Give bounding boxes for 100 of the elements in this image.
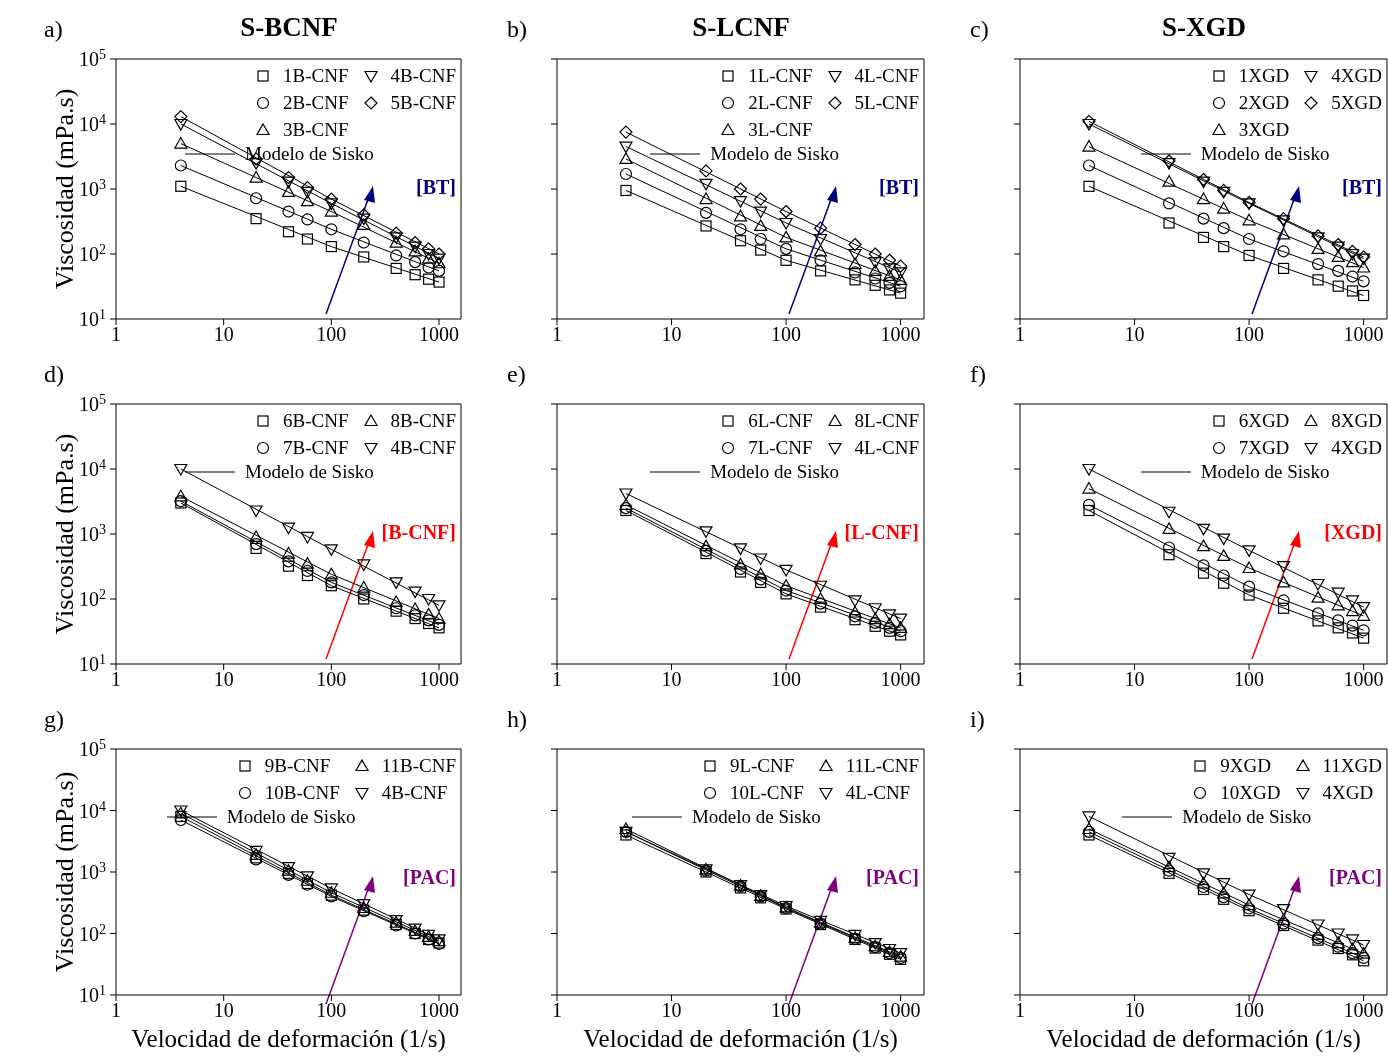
text: f) <box>970 361 986 388</box>
x-tick-label: 1 <box>552 323 562 346</box>
legend-label: 5XGD <box>1331 91 1382 114</box>
x-axis-title: Velocidad de deformación (1/s) <box>131 1024 446 1053</box>
legend-label: 9B-CNF <box>264 754 331 777</box>
x-tick-label: 1000 <box>419 999 460 1022</box>
legend-label: 11XGD <box>1322 754 1382 777</box>
text: e) <box>507 361 526 388</box>
x-tick-label: 100 <box>316 999 347 1022</box>
x-tick-label: 1000 <box>880 999 921 1022</box>
x-tick-label: 1 <box>1015 999 1025 1022</box>
chart-title: S-BCNF <box>239 12 339 43</box>
legend-label: 3B-CNF <box>283 118 349 141</box>
legend-label: 10L-CNF <box>729 781 804 804</box>
legend-label: Modelo de Sisko <box>1200 461 1330 483</box>
x-tick-label: 1 <box>1015 323 1025 346</box>
x-tick-label: 1 <box>552 999 562 1022</box>
y-tick-label: 10$^{5}$ <box>79 736 106 760</box>
annotation: [PAC] <box>1329 866 1382 889</box>
x-tick-label: 1 <box>552 668 562 691</box>
legend-label: Modelo de Sisko <box>1182 806 1312 828</box>
legend-label: 8L-CNF <box>854 409 919 432</box>
x-tick-label: 10 <box>661 668 682 691</box>
legend-label: 9L-CNF <box>729 754 795 777</box>
x-tick-label: 100 <box>771 323 802 346</box>
legend-label: 4L-CNF <box>854 436 919 459</box>
x-tick-label: 1000 <box>1343 999 1384 1022</box>
annotation: [L-CNF] <box>844 521 919 544</box>
legend-label: 10B-CNF <box>264 781 340 804</box>
y-axis-title: Viscosidad (mPa.s) <box>50 771 80 973</box>
legend-label: 4XGD <box>1331 436 1382 459</box>
x-tick-label: 10 <box>1124 668 1145 691</box>
y-axis-title: Viscosidad (mPa.s) <box>50 433 80 635</box>
annotation: [PAC] <box>403 866 456 889</box>
text: g) <box>44 706 64 733</box>
y-tick-label: 10$^{4}$ <box>79 456 106 480</box>
legend-label: 1XGD <box>1238 64 1290 87</box>
x-tick-label: 1000 <box>419 668 460 691</box>
legend-label: 3XGD <box>1238 118 1290 141</box>
legend-label: 8B-CNF <box>390 409 456 432</box>
text: b) <box>507 16 527 43</box>
legend-label: Modelo de Sisko <box>245 143 374 165</box>
y-tick-label: 10$^{3}$ <box>79 176 106 200</box>
y-tick-label: 10$^{3}$ <box>79 521 106 545</box>
y-tick-label: 10$^{1}$ <box>79 982 106 1006</box>
annotation: [BT] <box>416 176 456 199</box>
y-tick-label: 10$^{2}$ <box>79 241 106 265</box>
legend-label: 4XGD <box>1331 64 1382 87</box>
legend-label: 11B-CNF <box>381 754 456 777</box>
text: i) <box>970 706 985 733</box>
legend-label: Modelo de Sisko <box>1200 143 1330 165</box>
x-tick-label: 100 <box>1234 668 1265 691</box>
chart-title: S-XGD <box>1161 12 1247 43</box>
x-tick-label: 100 <box>316 323 347 346</box>
x-axis-title: Velocidad de deformación (1/s) <box>1046 1024 1361 1053</box>
legend-label: 4L-CNF <box>845 781 911 804</box>
legend-label: 6L-CNF <box>748 409 813 432</box>
x-axis-title: Velocidad de deformación (1/s) <box>583 1024 898 1053</box>
legend-label: 11L-CNF <box>845 754 919 777</box>
x-tick-label: 10 <box>1124 323 1145 346</box>
x-tick-label: 100 <box>1234 323 1265 346</box>
legend-label: 2L-CNF <box>748 91 813 114</box>
x-tick-label: 1000 <box>880 668 921 691</box>
x-tick-label: 100 <box>771 999 802 1022</box>
legend-label: 4XGD <box>1322 781 1374 804</box>
annotation: [B-CNF] <box>381 521 456 544</box>
legend-label: 4L-CNF <box>854 64 919 87</box>
text: d) <box>44 361 64 388</box>
legend-label: 3L-CNF <box>748 118 813 141</box>
y-tick-label: 10$^{5}$ <box>79 391 106 415</box>
legend-label: 6B-CNF <box>283 409 349 432</box>
legend-label: 4B-CNF <box>390 64 456 87</box>
x-tick-label: 100 <box>316 668 347 691</box>
x-tick-label: 10 <box>1124 999 1145 1022</box>
x-tick-label: 10 <box>213 323 234 346</box>
chart-title: S-LCNF <box>691 12 791 43</box>
y-tick-label: 10$^{3}$ <box>79 859 106 883</box>
legend-label: Modelo de Sisko <box>245 461 374 483</box>
annotation: [BT] <box>1342 176 1382 199</box>
x-tick-label: 1000 <box>1343 668 1384 691</box>
legend-label: 5L-CNF <box>854 91 919 114</box>
x-tick-label: 100 <box>771 668 802 691</box>
legend-label: Modelo de Sisko <box>691 806 821 828</box>
y-axis-title: Viscosidad (mPa.s) <box>50 88 80 290</box>
x-tick-label: 100 <box>1234 999 1265 1022</box>
x-tick-label: 1 <box>111 999 121 1022</box>
legend-label: 10XGD <box>1220 781 1281 804</box>
annotation: [BT] <box>879 176 919 199</box>
legend-label: 4B-CNF <box>381 781 448 804</box>
legend-label: 7L-CNF <box>748 436 813 459</box>
legend-label: 8XGD <box>1331 409 1382 432</box>
x-tick-label: 10 <box>661 999 682 1022</box>
legend-label: Modelo de Sisko <box>710 143 839 165</box>
legend-label: 7B-CNF <box>283 436 349 459</box>
annotation: [XGD] <box>1324 521 1382 544</box>
y-tick-label: 10$^{2}$ <box>79 921 106 945</box>
legend-label: 4B-CNF <box>390 436 456 459</box>
y-tick-label: 10$^{4}$ <box>79 798 106 822</box>
x-tick-label: 1 <box>111 323 121 346</box>
legend-label: 9XGD <box>1220 754 1272 777</box>
